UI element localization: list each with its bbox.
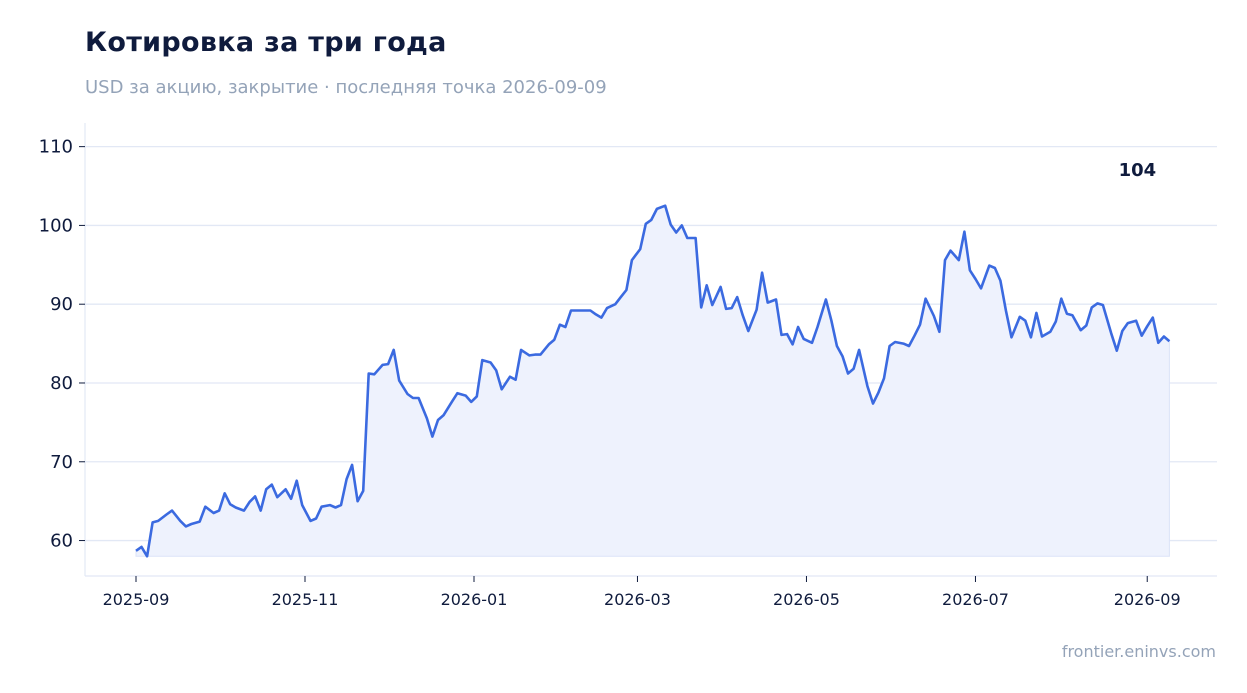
y-tick-label-110: 110 [39,137,73,158]
x-tick-label-2025-09: 2025-09 [103,590,170,609]
price-area [135,205,1170,558]
y-tick-label-70: 70 [50,452,73,473]
source-footer: frontier.eninvs.com [1061,642,1216,661]
x-tick-label-2026-05: 2026-05 [773,590,840,609]
y-tick-label-80: 80 [50,373,73,394]
y-tick-label-100: 100 [39,215,73,236]
y-tick-label-60: 60 [50,531,73,552]
x-tick-label-2026-09: 2026-09 [1114,590,1181,609]
y-tick-label-90: 90 [50,294,73,315]
x-tick-label-2026-01: 2026-01 [441,590,508,609]
y-ticks: 60 70 80 90 100 110 [39,137,85,552]
x-tick-label-2025-11: 2025-11 [272,590,339,609]
chart-title: Котировка за три года [85,27,447,58]
x-tick-label-2026-07: 2026-07 [942,590,1009,609]
chart-subtitle: USD за акцию, закрытие · последняя точка… [85,77,607,98]
last-value-label: 104 [1119,160,1157,181]
x-ticks: 2025-09 2025-11 2026-01 2026-03 2026-05 2026-… [103,576,1181,609]
price-line [135,204,1171,558]
x-tick-label-2026-03: 2026-03 [604,590,671,609]
